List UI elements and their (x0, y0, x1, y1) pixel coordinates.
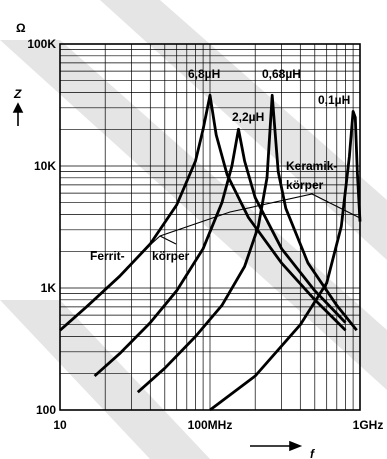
annotation-leaders (137, 193, 361, 257)
y-tick-label: 100 (36, 403, 56, 417)
series-line-3 (209, 110, 362, 412)
annotation-ferrit: Ferrit- (90, 249, 125, 263)
series-label-0-68uh: 0,68µH (262, 67, 301, 81)
curves (59, 93, 362, 412)
grid (59, 44, 360, 411)
annotation-koerper-ferrit: körper (152, 249, 190, 263)
series-line-0 (59, 93, 347, 332)
y-tick-label: 1K (41, 281, 57, 295)
series-line-1 (93, 127, 347, 378)
y-axis-label: Z (13, 87, 22, 101)
tick-labels: 10 100MHz 1GHz 100 1K 10K 100K (27, 37, 383, 432)
annotation-koerper-keramik: körper (286, 178, 324, 192)
y-axis-arrow-icon (12, 102, 24, 126)
y-tick-label: 100K (27, 37, 56, 51)
series-label-2-2uh: 2,2µH (232, 110, 264, 124)
series-line-2 (136, 93, 358, 394)
x-axis-label: f (310, 447, 315, 459)
annotation-keramik: Keramik- (286, 159, 337, 173)
x-tick-label: 10 (53, 418, 67, 432)
series-label-0-1uh: 0,1µH (318, 93, 350, 107)
x-tick-label: 1GHz (353, 418, 384, 432)
y-tick-label: 10K (34, 159, 56, 173)
series-label-6-8uh: 6,8µH (188, 67, 220, 81)
x-axis-arrow-icon (250, 440, 303, 452)
y-unit-label: Ω (16, 21, 26, 35)
x-tick-label: 100MHz (188, 418, 233, 432)
